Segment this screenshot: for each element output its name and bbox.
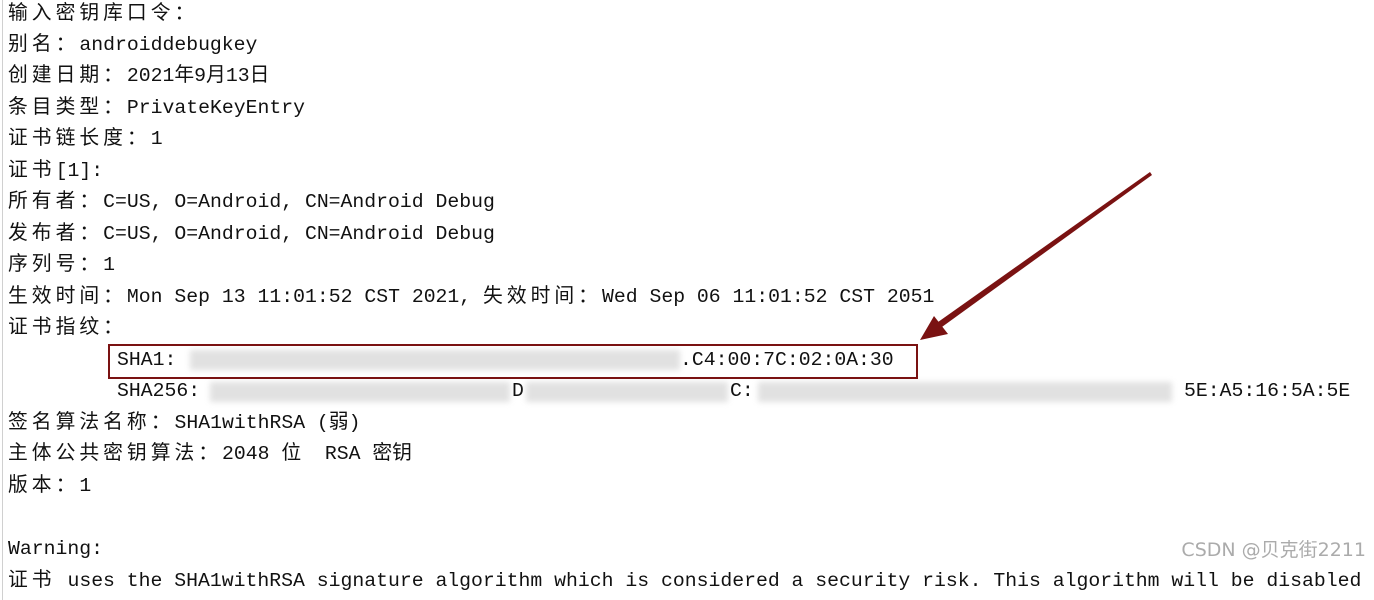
value: uses the SHA1withRSA signature algorithm… xyxy=(55,570,1362,592)
label: 发布者： xyxy=(8,223,104,245)
value: SHA1withRSA (弱) xyxy=(174,412,361,434)
label: 创建日期： xyxy=(8,65,127,87)
label: 证书指纹： xyxy=(8,317,127,339)
fingerprint-line: 证书指纹： xyxy=(8,313,127,344)
sha256-fragment: D xyxy=(512,380,524,402)
label: 证书 xyxy=(8,160,56,182)
cert-index-line: 证书[1]: xyxy=(8,156,103,187)
chain-length-line: 证书链长度：1 xyxy=(8,124,163,155)
value: PrivateKeyEntry xyxy=(126,97,305,119)
redacted-sha256 xyxy=(210,382,510,402)
sha256-label: SHA256: xyxy=(117,380,201,402)
value: 1 xyxy=(150,128,163,150)
sig-alg-line: 签名算法名称：SHA1withRSA (弱) xyxy=(8,408,360,439)
value: 2021年9月13日 xyxy=(126,65,270,87)
version-line: 版本：1 xyxy=(8,471,91,502)
redacted-sha1 xyxy=(190,350,680,370)
warning-text: 证书 uses the SHA1withRSA signature algori… xyxy=(8,566,1361,597)
validity-line: 生效时间：Mon Sep 13 11:01:52 CST 2021, 失效时间：… xyxy=(8,282,934,313)
arrow-shaft xyxy=(931,172,1152,332)
sha1-line: SHA1: xyxy=(117,345,176,376)
label: 序列号： xyxy=(8,254,104,276)
value: C=US, O=Android, CN=Android Debug xyxy=(103,191,495,213)
warning-title: Warning: xyxy=(8,538,103,560)
label: 条目类型： xyxy=(8,97,127,119)
prompt-line: 输入密钥库口令： xyxy=(8,0,198,30)
created-line: 创建日期：2021年9月13日 xyxy=(8,61,269,92)
redacted-sha256 xyxy=(758,382,1172,402)
label: 证书 xyxy=(8,570,56,592)
issuer-line: 发布者：C=US, O=Android, CN=Android Debug xyxy=(8,219,495,250)
value: 2048 位 RSA 密钥 xyxy=(222,443,412,465)
sha256-tail: 5E:A5:16:5A:5E xyxy=(1184,380,1351,402)
label: 证书链长度： xyxy=(8,128,151,150)
label: 失效时间： xyxy=(483,286,602,308)
value: C=US, O=Android, CN=Android Debug xyxy=(103,223,495,245)
value: 1 xyxy=(103,254,116,276)
label: 生效时间： xyxy=(8,286,127,308)
label: 别名： xyxy=(8,34,80,56)
sha256-line: SHA256: xyxy=(117,376,200,407)
entry-type-line: 条目类型：PrivateKeyEntry xyxy=(8,93,305,124)
owner-line: 所有者：C=US, O=Android, CN=Android Debug xyxy=(8,187,495,218)
sha1-highlight-box xyxy=(108,344,918,379)
label: 签名算法名称： xyxy=(8,412,175,434)
sha1-label: SHA1: xyxy=(117,349,177,371)
value: [1]: xyxy=(55,160,104,182)
label: 输入密钥库口令： xyxy=(8,3,199,25)
value: Wed Sep 06 11:01:52 CST 2051 xyxy=(601,286,935,308)
left-border xyxy=(2,0,3,600)
value: 1 xyxy=(79,475,92,497)
arrow-head-icon xyxy=(920,316,948,340)
label: 所有者： xyxy=(8,191,104,213)
label: 主体公共密钥算法： xyxy=(8,443,223,465)
watermark: CSDN @贝克街2211 xyxy=(1181,539,1366,561)
redacted-sha256 xyxy=(526,382,728,402)
serial-line: 序列号：1 xyxy=(8,250,115,281)
alias-line: 别名：androiddebugkey xyxy=(8,30,257,61)
sha1-tail: .C4:00:7C:02:0A:30 xyxy=(680,349,894,371)
key-alg-line: 主体公共密钥算法：2048 位 RSA 密钥 xyxy=(8,439,412,470)
value: androiddebugkey xyxy=(79,34,258,56)
sha256-fragment: C: xyxy=(730,380,754,402)
label: 版本： xyxy=(8,475,80,497)
value: Mon Sep 13 11:01:52 CST 2021, xyxy=(126,286,484,308)
